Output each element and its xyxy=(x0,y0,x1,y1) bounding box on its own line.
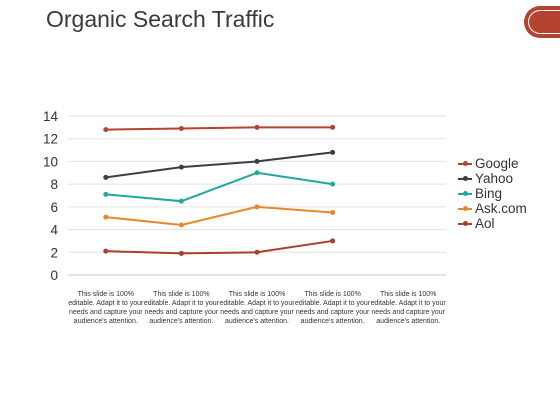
data-point xyxy=(330,124,336,130)
category-note: This slide is 100% editable. Adapt it to… xyxy=(295,291,371,325)
data-point xyxy=(103,214,109,220)
series-line xyxy=(105,126,333,131)
series-ask-com xyxy=(103,204,336,228)
legend-item: Aol xyxy=(458,216,527,231)
data-point xyxy=(254,158,260,164)
data-point xyxy=(103,174,109,180)
y-tick-label: 8 xyxy=(50,177,58,192)
series-bing xyxy=(103,170,336,204)
data-point xyxy=(254,249,260,255)
data-point xyxy=(178,125,184,131)
series-aol xyxy=(103,238,336,256)
data-point xyxy=(330,181,336,187)
data-point xyxy=(254,170,260,176)
y-tick-label: 0 xyxy=(50,268,58,283)
legend: Google Yahoo Bing Ask.com Aol xyxy=(458,156,527,231)
y-tick-label: 12 xyxy=(43,132,58,147)
series-yahoo xyxy=(103,149,336,180)
legend-swatch xyxy=(458,220,472,226)
data-point xyxy=(103,127,109,133)
legend-label: Yahoo xyxy=(475,171,514,186)
category-note: This slide is 100% editable. Adapt it to… xyxy=(370,291,446,325)
legend-item: Yahoo xyxy=(458,171,527,186)
legend-label: Ask.com xyxy=(475,201,527,216)
legend-swatch xyxy=(458,205,472,211)
y-tick-label: 2 xyxy=(50,245,58,260)
data-point xyxy=(103,191,109,197)
series-line xyxy=(105,205,333,227)
corner-ring-decoration xyxy=(528,10,560,34)
data-point xyxy=(330,238,336,244)
series-lines xyxy=(103,124,336,256)
y-tick-label: 10 xyxy=(43,154,58,169)
data-point xyxy=(330,210,336,216)
series-line xyxy=(105,239,333,255)
category-note: This slide is 100% editable. Adapt it to… xyxy=(143,291,219,325)
data-point xyxy=(178,198,184,204)
legend-item: Ask.com xyxy=(458,201,527,216)
legend-swatch xyxy=(458,175,472,181)
y-tick-label: 4 xyxy=(50,223,58,238)
category-note: This slide is 100% editable. Adapt it to… xyxy=(219,291,295,325)
data-point xyxy=(178,164,184,170)
legend-item: Bing xyxy=(458,186,527,201)
data-point xyxy=(330,149,336,155)
legend-label: Google xyxy=(475,156,519,171)
slide-title: Organic Search Traffic xyxy=(46,6,275,32)
legend-label: Bing xyxy=(475,186,503,201)
series-google xyxy=(103,124,336,133)
data-point xyxy=(178,222,184,228)
legend-swatch xyxy=(458,160,472,166)
legend-label: Aol xyxy=(475,216,495,231)
series-line xyxy=(105,151,333,179)
data-point xyxy=(178,250,184,256)
legend-swatch xyxy=(458,190,472,196)
data-point xyxy=(254,204,260,210)
y-axis-ticks: 0 2 4 6 8 10 12 14 xyxy=(43,109,59,283)
series-line xyxy=(105,171,333,203)
data-point xyxy=(254,124,260,130)
y-tick-label: 14 xyxy=(43,109,59,124)
y-tick-label: 6 xyxy=(50,200,58,215)
legend-item: Google xyxy=(458,156,527,171)
category-note: This slide is 100% editable. Adapt it to… xyxy=(68,291,144,325)
data-point xyxy=(103,248,109,254)
